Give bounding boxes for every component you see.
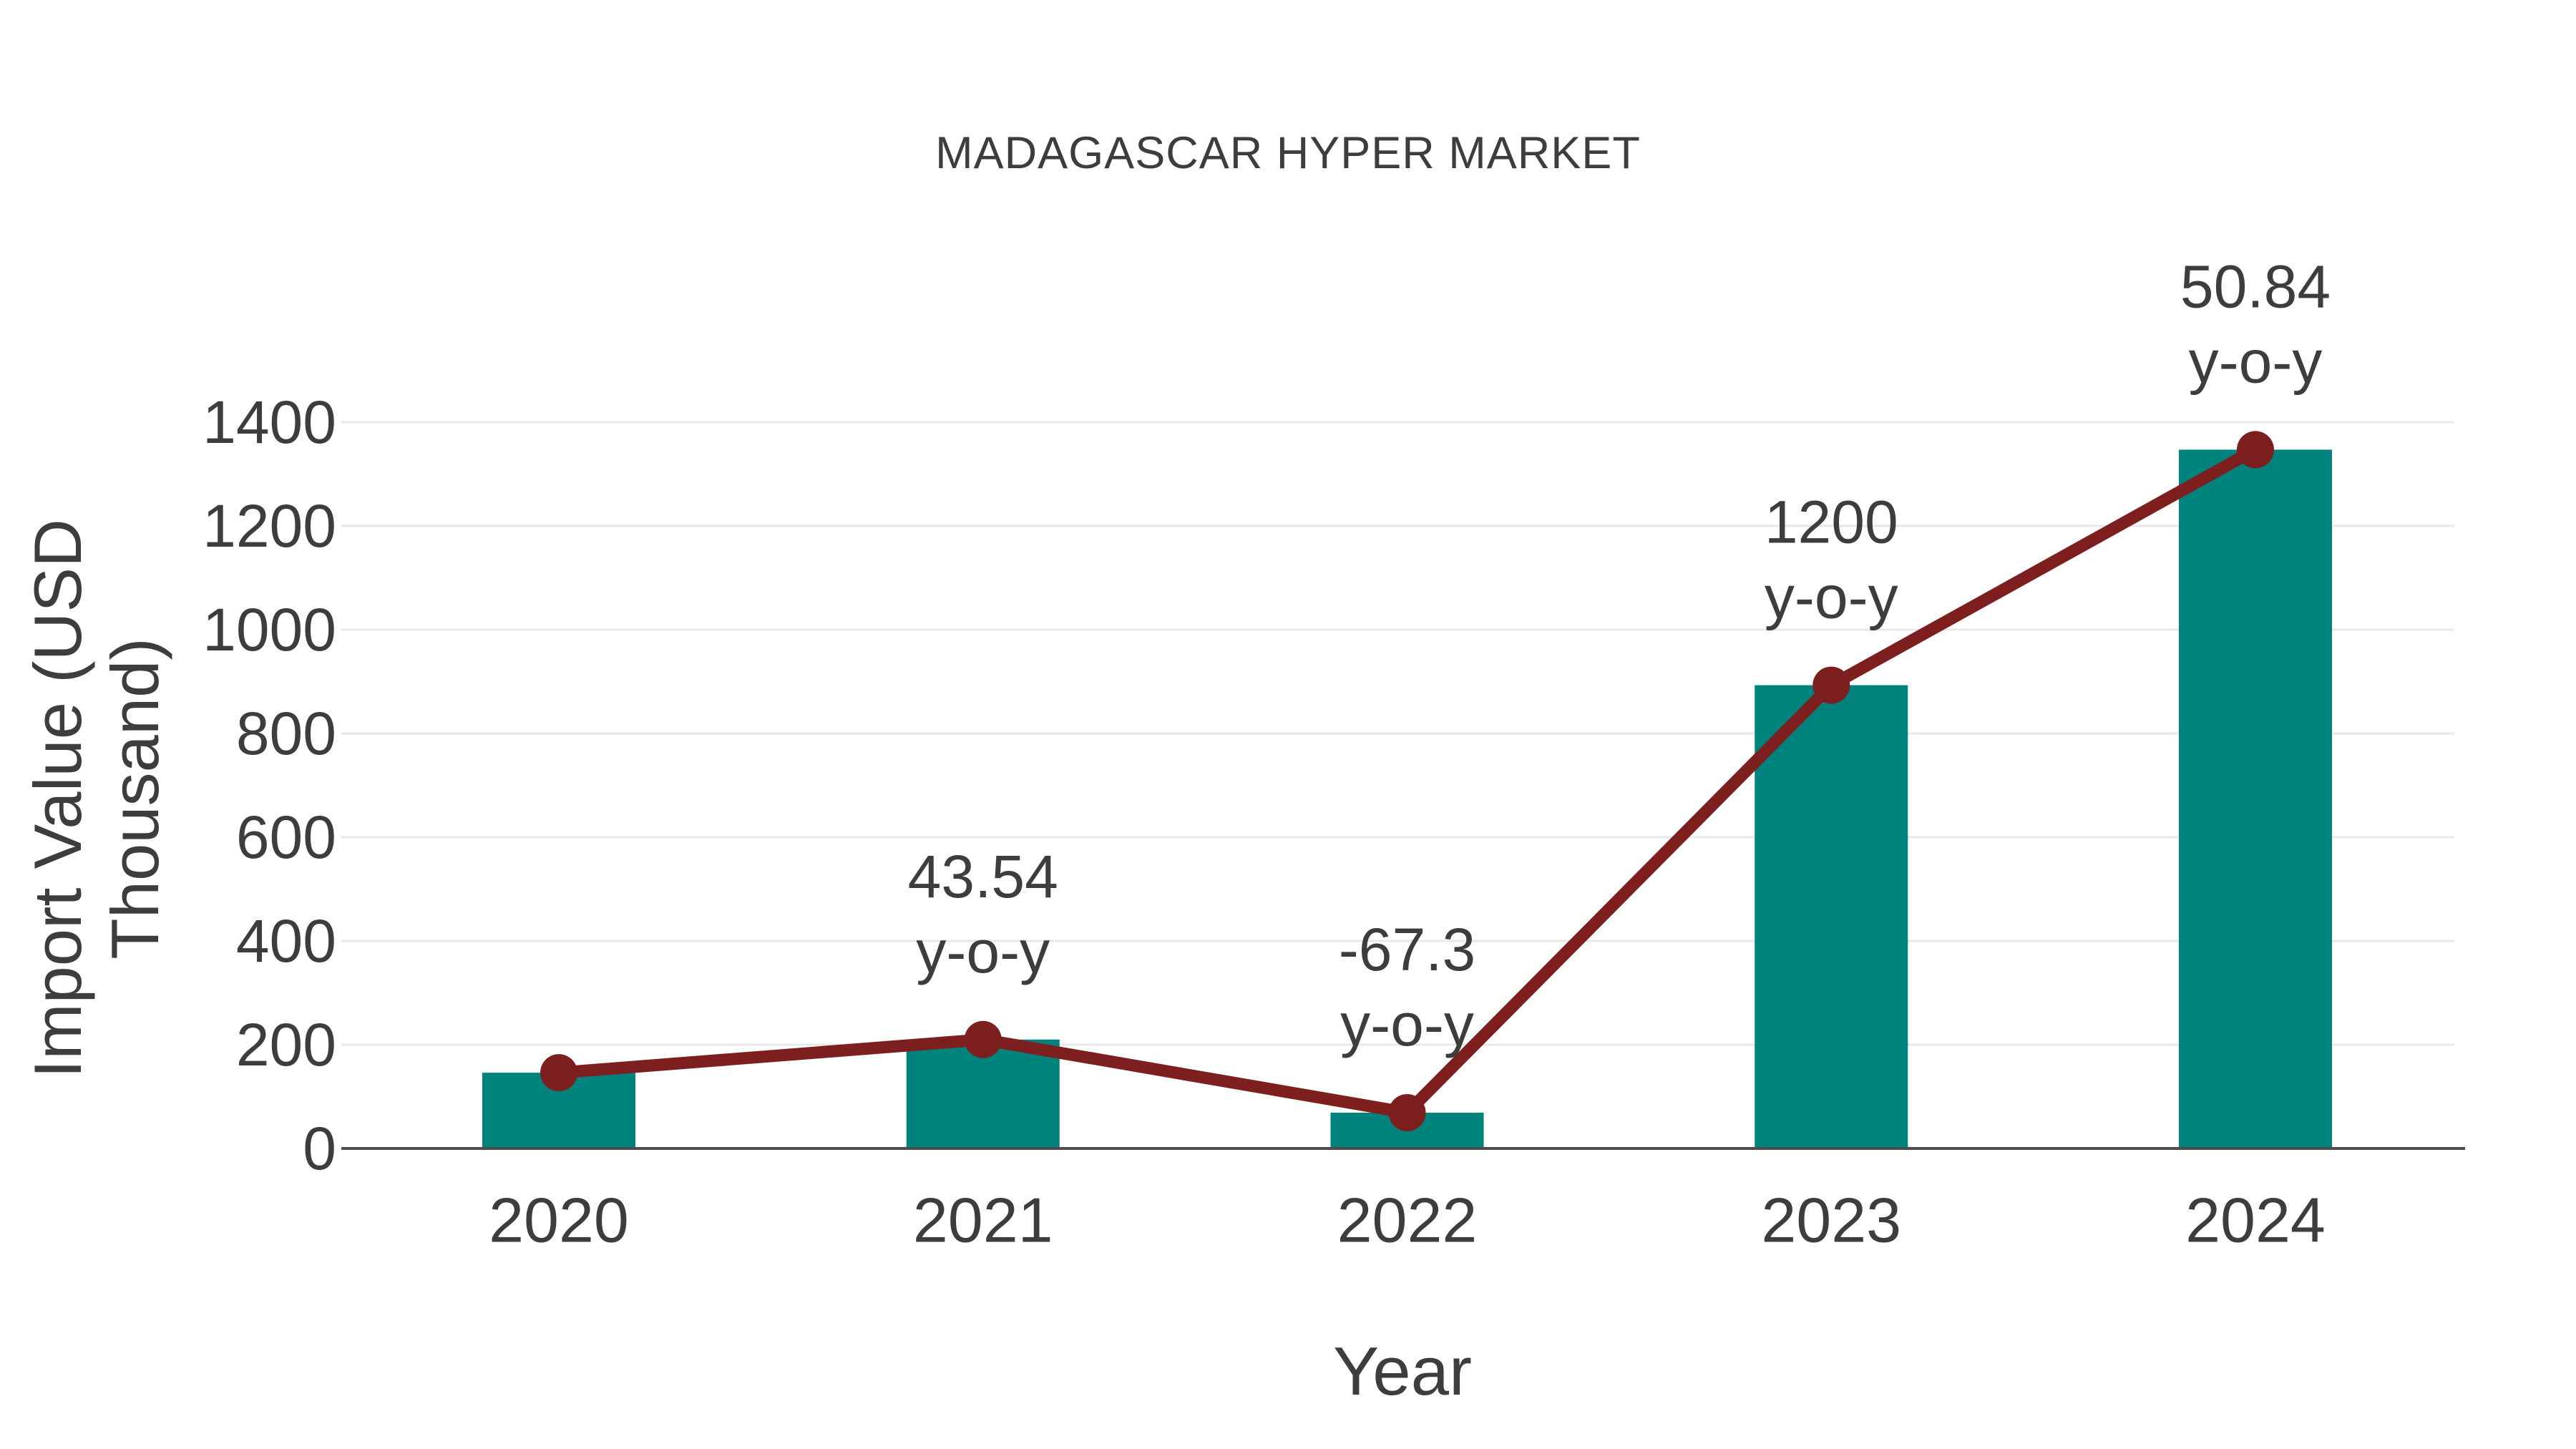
y-tick-label-1000: 1000 [203, 596, 336, 663]
y-tick-label-1400: 1400 [203, 389, 336, 456]
annotation-value-2024: 50.84 [2180, 253, 2331, 320]
y-tick-label-1200: 1200 [203, 492, 336, 560]
y-tick-label-400: 400 [236, 907, 336, 975]
annotation-label-2024: y-o-y [2189, 328, 2323, 395]
annotation-label-2021: y-o-y [916, 918, 1050, 985]
x-tick-label-2024: 2024 [2185, 1185, 2326, 1256]
data-point-marker-2022 [1388, 1093, 1426, 1131]
chart-title: MADAGASCAR HYPER MARKET [935, 128, 1641, 178]
y-tick-label-800: 800 [236, 700, 336, 767]
x-axis-title: Year [1333, 1333, 1472, 1410]
x-tick-label-2020: 2020 [489, 1185, 629, 1256]
y-tick-label-200: 200 [236, 1011, 336, 1078]
x-tick-label-2023: 2023 [1761, 1185, 1901, 1256]
annotation-value-2022: -67.3 [1339, 916, 1475, 983]
data-point-marker-2024 [2237, 431, 2274, 469]
data-point-marker-2023 [1813, 666, 1850, 704]
annotation-value-2023: 1200 [1765, 489, 1898, 556]
annotation-value-2021: 43.54 [908, 843, 1058, 910]
bar-2024 [2179, 449, 2332, 1148]
annotation-label-2022: y-o-y [1340, 991, 1474, 1058]
y-tick-label-600: 600 [236, 804, 336, 871]
annotation-label-2023: y-o-y [1765, 564, 1898, 631]
x-tick-label-2022: 2022 [1337, 1185, 1478, 1256]
data-point-marker-2020 [540, 1054, 577, 1092]
bar-2023 [1755, 685, 1908, 1148]
x-tick-label-2021: 2021 [913, 1185, 1053, 1256]
data-point-marker-2021 [964, 1020, 1002, 1058]
y-tick-label-0: 0 [303, 1115, 336, 1182]
